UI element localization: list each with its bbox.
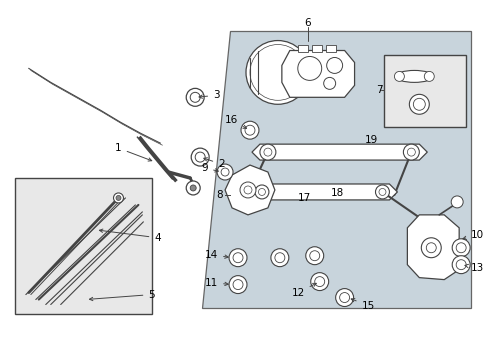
Text: 13: 13: [464, 263, 484, 273]
Circle shape: [233, 253, 243, 263]
Text: 2: 2: [203, 158, 224, 169]
Text: 19: 19: [364, 135, 377, 145]
Circle shape: [412, 98, 425, 110]
Circle shape: [378, 189, 385, 195]
Circle shape: [424, 71, 433, 81]
Circle shape: [421, 238, 440, 258]
Bar: [297, 45, 307, 53]
Text: 11: 11: [204, 278, 228, 288]
Circle shape: [451, 239, 469, 257]
Ellipse shape: [395, 71, 432, 82]
Polygon shape: [251, 144, 427, 160]
Text: 1: 1: [115, 143, 151, 161]
Circle shape: [314, 276, 324, 287]
Circle shape: [450, 196, 462, 208]
Circle shape: [455, 243, 465, 253]
Circle shape: [407, 148, 414, 156]
Text: 10: 10: [462, 230, 483, 240]
Bar: [384, 55, 465, 127]
Circle shape: [305, 247, 323, 265]
Circle shape: [326, 58, 342, 73]
Circle shape: [254, 185, 268, 199]
Polygon shape: [281, 50, 354, 97]
Circle shape: [455, 260, 465, 270]
Circle shape: [217, 164, 233, 180]
Circle shape: [245, 41, 309, 104]
Circle shape: [241, 121, 259, 139]
Circle shape: [195, 152, 205, 162]
Circle shape: [249, 45, 305, 100]
Bar: [325, 45, 335, 53]
Circle shape: [244, 125, 254, 135]
Text: 17: 17: [298, 193, 311, 203]
Text: 4: 4: [99, 229, 161, 243]
Circle shape: [375, 185, 388, 199]
Bar: [15, 178, 152, 315]
Circle shape: [394, 71, 404, 81]
Text: 3: 3: [199, 90, 219, 100]
Text: 8: 8: [216, 190, 223, 200]
Circle shape: [228, 249, 246, 267]
Circle shape: [190, 92, 200, 102]
Circle shape: [221, 168, 228, 176]
Text: 5: 5: [89, 289, 155, 301]
Circle shape: [260, 144, 275, 160]
Polygon shape: [224, 165, 274, 215]
Circle shape: [297, 57, 321, 80]
Text: 9: 9: [201, 163, 218, 173]
Circle shape: [451, 256, 469, 274]
Circle shape: [339, 293, 349, 302]
Circle shape: [335, 289, 353, 306]
Circle shape: [116, 195, 121, 201]
Circle shape: [191, 148, 209, 166]
Circle shape: [270, 249, 288, 267]
Ellipse shape: [189, 93, 201, 102]
Ellipse shape: [194, 153, 205, 161]
Bar: [311, 45, 321, 53]
Circle shape: [274, 253, 285, 263]
Text: 12: 12: [291, 283, 316, 298]
Circle shape: [190, 185, 196, 191]
Circle shape: [244, 186, 251, 194]
Text: 7: 7: [375, 85, 382, 95]
Text: 16: 16: [224, 115, 246, 129]
Polygon shape: [247, 184, 397, 200]
Circle shape: [264, 148, 271, 156]
Circle shape: [426, 243, 435, 253]
Circle shape: [186, 88, 203, 106]
Polygon shape: [407, 215, 458, 280]
Text: 14: 14: [204, 250, 228, 260]
Circle shape: [233, 280, 243, 289]
Circle shape: [309, 251, 319, 261]
Circle shape: [186, 181, 200, 195]
Circle shape: [403, 144, 419, 160]
Text: 15: 15: [350, 298, 374, 311]
Circle shape: [113, 193, 123, 203]
Text: 18: 18: [330, 188, 344, 198]
Circle shape: [240, 182, 255, 198]
Circle shape: [228, 276, 246, 293]
Circle shape: [323, 77, 335, 89]
Text: 6: 6: [304, 18, 310, 28]
Circle shape: [258, 189, 265, 195]
Circle shape: [310, 273, 328, 291]
Circle shape: [408, 94, 428, 114]
Polygon shape: [202, 31, 470, 307]
